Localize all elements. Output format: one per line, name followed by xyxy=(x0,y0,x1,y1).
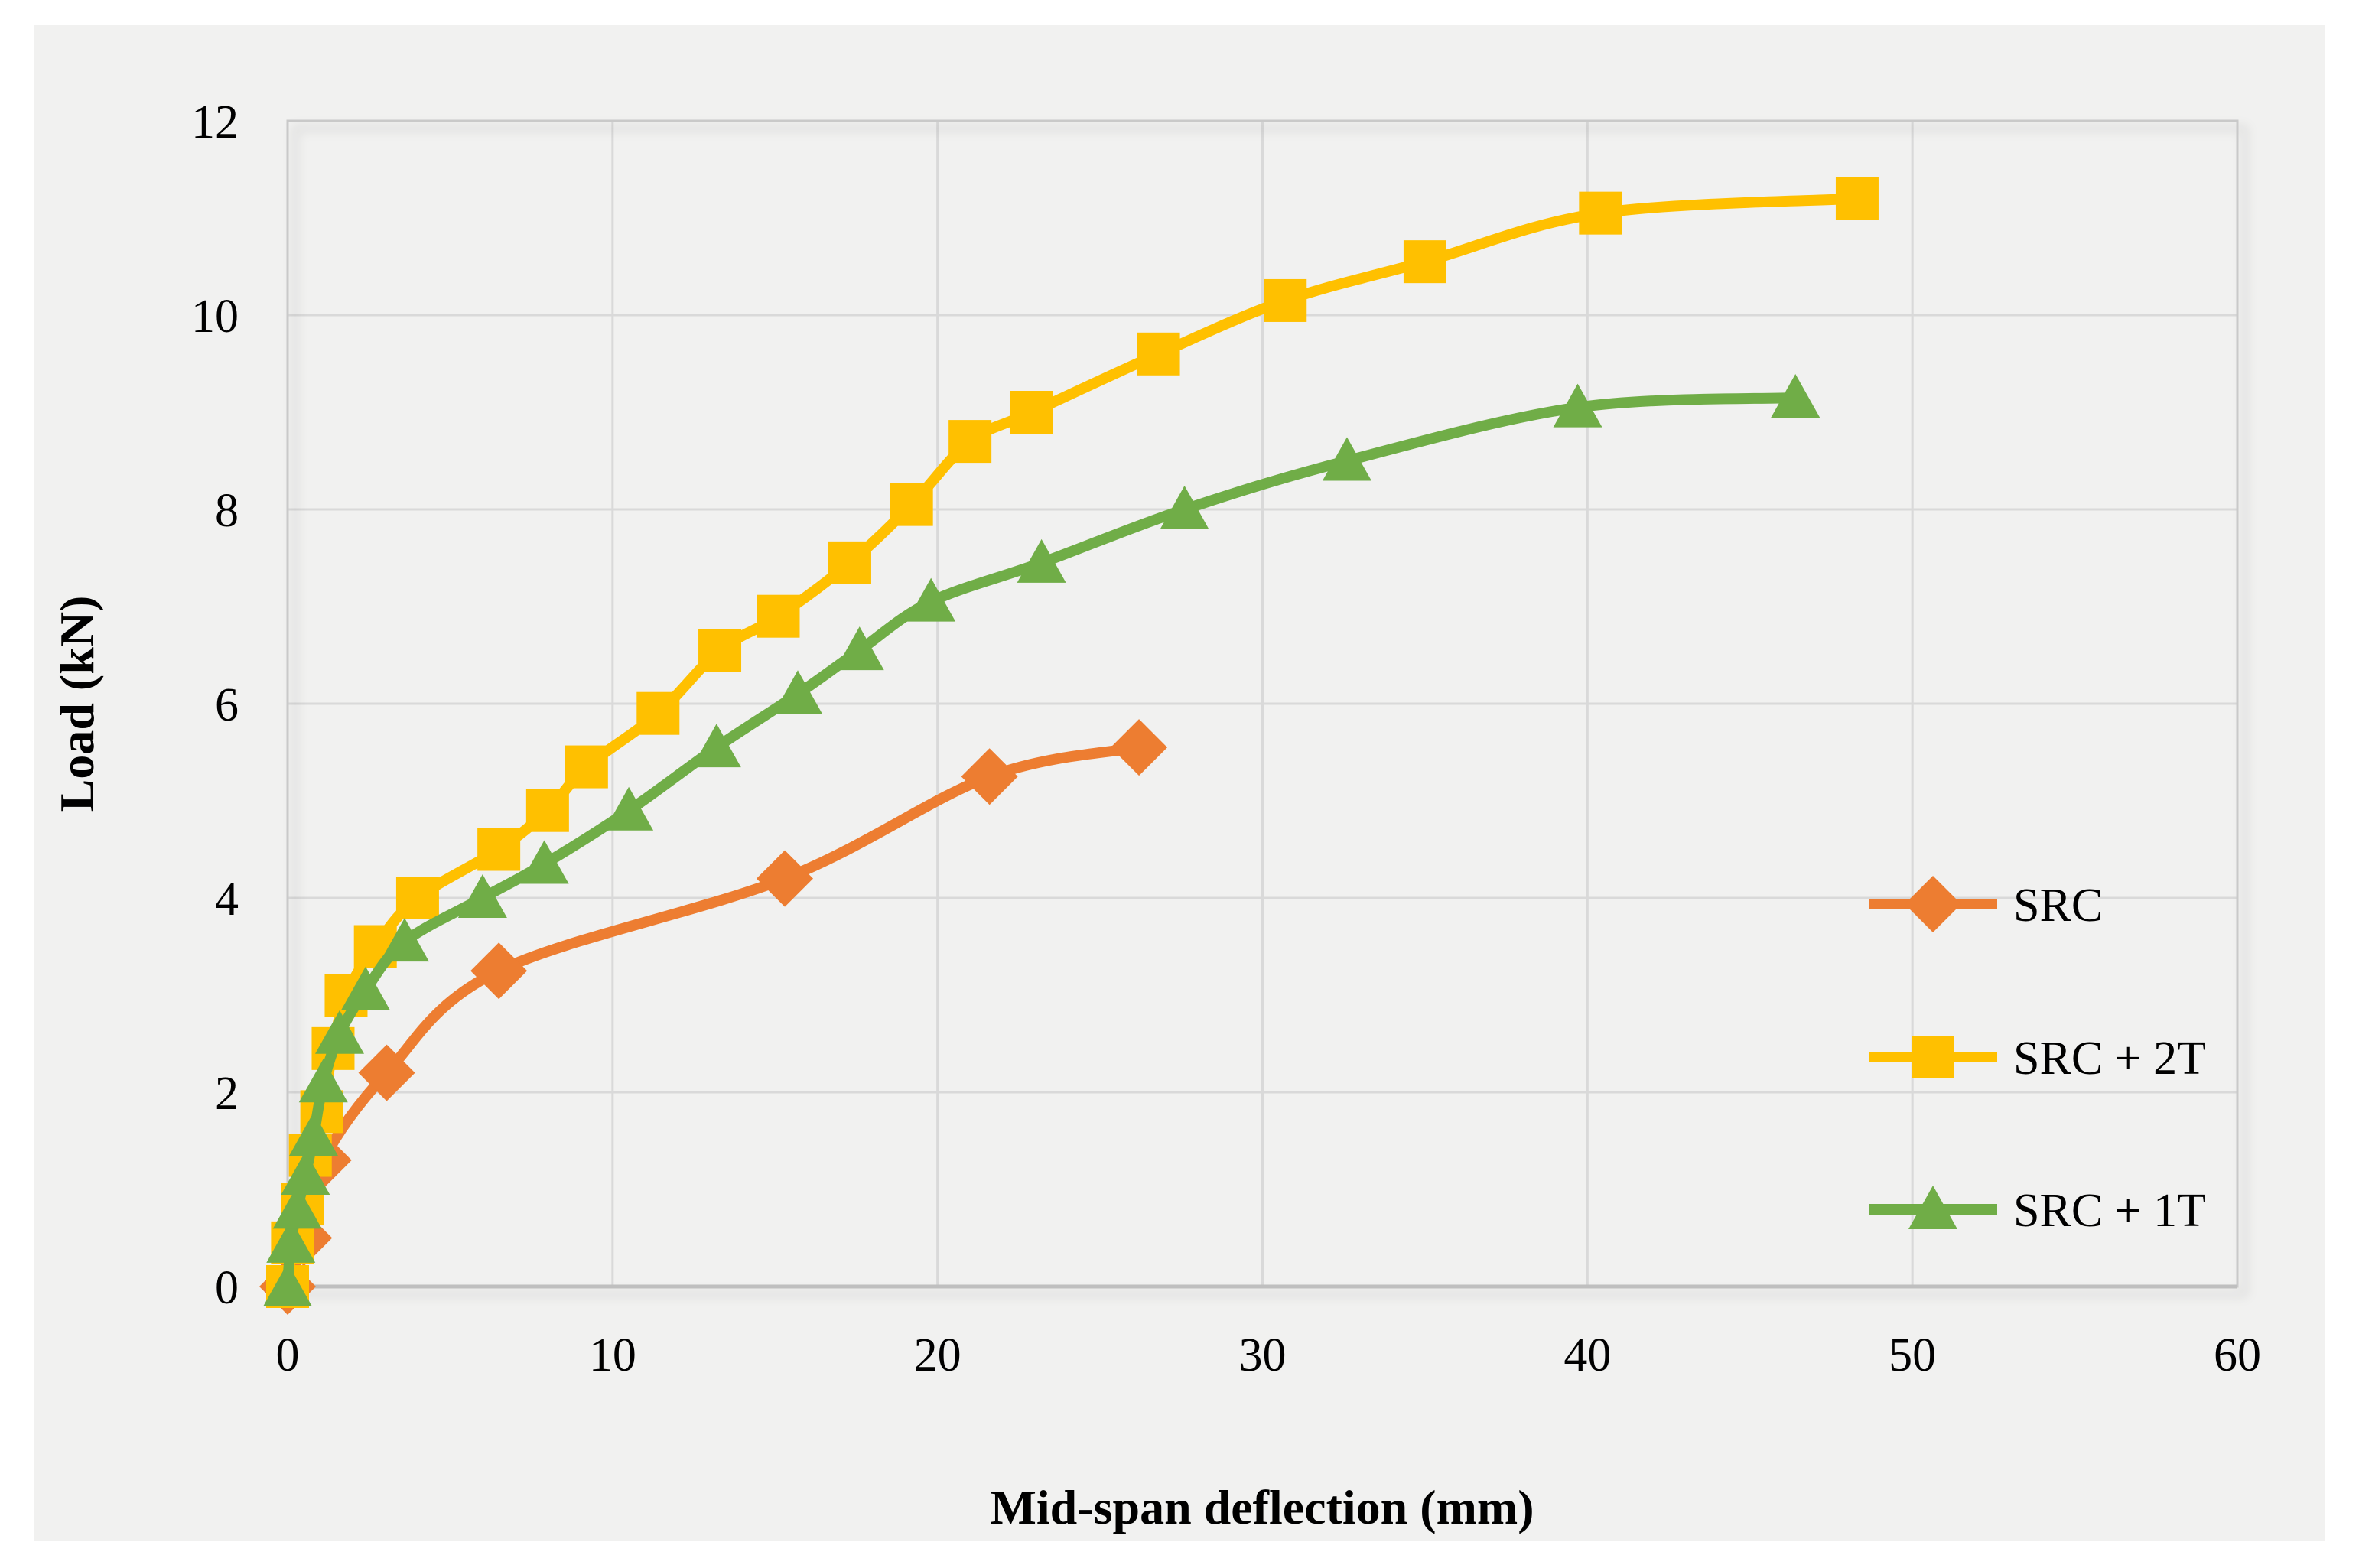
marker-SRC + 1T xyxy=(1553,383,1602,428)
marker-SRC + 2T xyxy=(525,789,569,832)
marker-SRC + 2T xyxy=(636,691,680,735)
marker-SRC + 1T xyxy=(691,724,741,768)
legend-item-src: SRC xyxy=(1869,876,2103,932)
marker-SRC + 2T xyxy=(395,877,439,919)
marker-SRC + 1T xyxy=(773,670,822,714)
marker-SRC + 1T xyxy=(835,626,884,671)
y-tick-label: 6 xyxy=(215,679,239,731)
marker-SRC xyxy=(358,1044,415,1101)
marker-SRC + 2T xyxy=(1403,240,1446,284)
marker-SRC + 1T xyxy=(906,577,956,622)
legend-marker-square xyxy=(1869,1036,1997,1078)
x-tick-labels: 0 10 20 30 40 50 60 xyxy=(276,1329,2262,1381)
series-lines xyxy=(259,177,1879,1315)
x-tick-label: 30 xyxy=(1239,1329,1287,1381)
marker-SRC + 1T xyxy=(281,1150,330,1195)
marker-SRC + 1T xyxy=(288,1112,338,1156)
marker-SRC + 2T xyxy=(1264,278,1307,322)
marker-SRC xyxy=(470,942,528,1000)
y-tick-label: 4 xyxy=(215,873,239,926)
marker-SRC + 1T xyxy=(604,786,654,831)
marker-SRC + 2T xyxy=(890,483,933,526)
x-axis-title: Mid-span deflection (mm) xyxy=(990,1480,1534,1534)
marker-SRC + 1T xyxy=(1771,373,1820,418)
x-tick-label: 20 xyxy=(914,1329,961,1381)
marker-SRC + 2T xyxy=(757,594,800,638)
legend-label-src-1t: SRC + 1T xyxy=(2013,1185,2206,1237)
marker-SRC xyxy=(1111,719,1168,776)
marker-SRC xyxy=(961,748,1018,805)
legend-label-src-2t: SRC + 2T xyxy=(2013,1033,2206,1085)
marker-SRC + 1T xyxy=(379,918,429,962)
marker-SRC + 2T xyxy=(1835,177,1879,220)
marker-SRC xyxy=(756,850,813,907)
chart-background xyxy=(34,25,2325,1541)
marker-SRC + 1T xyxy=(266,1218,316,1263)
legend-marker-diamond xyxy=(1869,876,1997,932)
marker-SRC + 1T xyxy=(263,1263,312,1306)
x-tick-label: 50 xyxy=(1889,1329,1936,1381)
x-tick-label: 10 xyxy=(589,1329,636,1381)
marker-SRC + 1T xyxy=(1160,486,1209,529)
marker-SRC + 1T xyxy=(1322,437,1371,481)
marker-SRC + 2T xyxy=(1579,191,1622,235)
legend-item-src-2t: SRC + 2T xyxy=(1869,1033,2206,1085)
legend-item-src-1t: SRC + 1T xyxy=(1869,1185,2206,1237)
marker-SRC + 1T xyxy=(457,874,507,918)
marker-SRC + 1T xyxy=(519,840,569,884)
y-tick-label: 0 xyxy=(215,1262,239,1314)
legend-label-src: SRC xyxy=(2013,880,2103,932)
marker-SRC + 2T xyxy=(698,629,742,672)
y-tick-label: 12 xyxy=(191,96,239,148)
marker-SRC + 1T xyxy=(314,1010,364,1054)
marker-SRC + 1T xyxy=(298,1059,348,1103)
y-tick-label: 10 xyxy=(191,291,239,343)
marker-SRC + 2T xyxy=(1137,332,1180,376)
legend-marker-triangle xyxy=(1869,1186,1997,1229)
marker-SRC + 2T xyxy=(828,541,871,584)
y-tick-label: 8 xyxy=(215,485,239,537)
x-tick-label: 0 xyxy=(276,1329,300,1381)
marker-SRC + 1T xyxy=(272,1185,322,1229)
marker-SRC + 2T xyxy=(565,745,608,789)
marker-SRC + 2T xyxy=(1010,391,1053,434)
marker-SRC + 1T xyxy=(340,966,390,1010)
y-axis-title: Load (kN) xyxy=(50,596,104,812)
x-tick-label: 40 xyxy=(1563,1329,1611,1381)
marker-SRC + 1T xyxy=(1017,538,1066,583)
marker-SRC + 2T xyxy=(477,828,521,871)
legend-marker-glyph-SRC + 1T xyxy=(1908,1186,1957,1229)
legend-marker-glyph-SRC + 2T xyxy=(1912,1036,1954,1078)
legend: SRC SRC + 2T SRC + 1T xyxy=(1869,876,2206,1237)
legend-marker-glyph-SRC xyxy=(1905,876,1961,932)
y-tick-labels: 0 2 4 6 8 10 12 xyxy=(191,96,239,1314)
marker-SRC + 2T xyxy=(948,420,992,464)
y-tick-label: 2 xyxy=(215,1068,239,1120)
x-tick-label: 60 xyxy=(2214,1329,2261,1381)
